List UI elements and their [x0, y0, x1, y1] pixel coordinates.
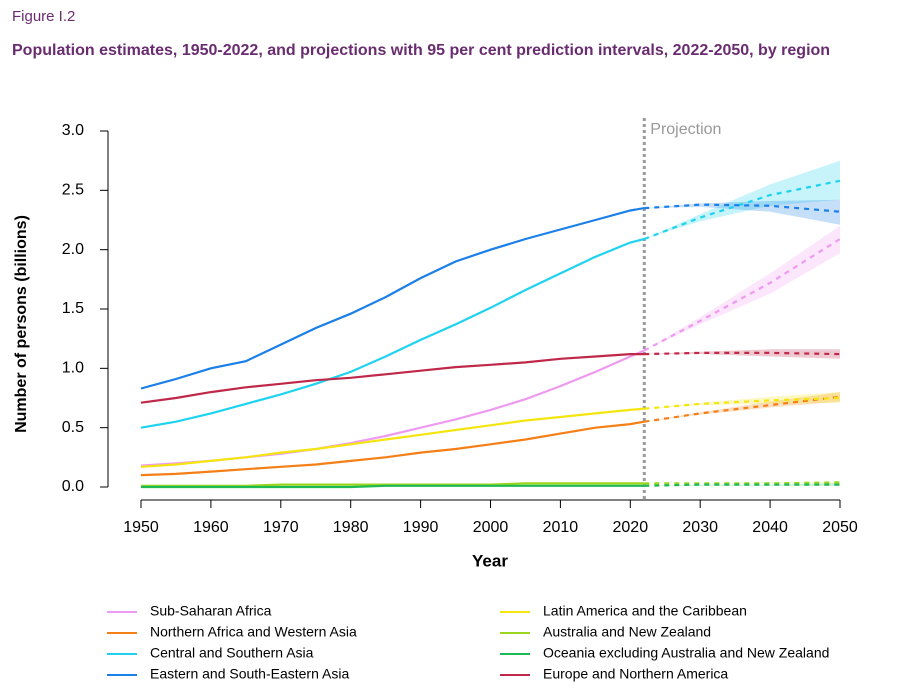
estimate-line: [140, 207, 645, 390]
legend-label: Sub-Saharan Africa: [150, 603, 272, 619]
x-tick-label: 1970: [263, 519, 299, 536]
annotation: Projection: [650, 121, 721, 138]
projection-line: [644, 395, 841, 423]
estimate-line: [140, 407, 645, 468]
estimate-line: [140, 237, 645, 429]
chart-title: Population estimates, 1950-2022, and pro…: [12, 42, 831, 59]
legend-label: Europe and Northern America: [543, 666, 728, 682]
prediction-band: [644, 392, 840, 422]
prediction-band: [644, 482, 840, 484]
prediction-band: [644, 392, 840, 409]
x-axis-label: Year: [472, 551, 508, 570]
estimate-line: [140, 420, 645, 477]
projection-line: [643, 238, 841, 352]
y-tick-label: 3.0: [62, 122, 84, 139]
y-axis-label: Number of persons (billions): [13, 215, 30, 433]
y-tick-label: 0.5: [62, 419, 84, 436]
y-tick-label: 2.0: [62, 241, 84, 258]
x-tick-label: 1980: [333, 519, 369, 536]
prediction-band: [644, 225, 840, 351]
y-tick-label: 1.5: [62, 300, 84, 317]
legend-label: Latin America and the Caribbean: [543, 603, 747, 619]
projection-line: [644, 483, 840, 487]
x-tick-label: 2010: [543, 519, 579, 536]
prediction-band: [644, 349, 840, 359]
y-tick-label: 0.0: [62, 478, 84, 495]
x-tick-label: 1990: [403, 519, 439, 536]
x-tick-label: 1950: [123, 519, 159, 536]
estimate-line: [141, 484, 645, 489]
legend-label: Central and Southern Asia: [150, 645, 314, 661]
legend-label: Australia and New Zealand: [543, 624, 711, 640]
prediction-band: [644, 483, 840, 486]
figure-label: Figure I.2: [12, 8, 76, 25]
legend-label: Eastern and South-Eastern Asia: [150, 666, 349, 682]
estimate-line: [141, 482, 645, 487]
estimate-line: [140, 353, 645, 404]
legend-label: Northern Africa and Western Asia: [150, 624, 357, 640]
x-tick-label: 2020: [613, 519, 649, 536]
x-tick-label: 2040: [752, 519, 788, 536]
x-tick-label: 2000: [473, 519, 509, 536]
prediction-band: [644, 199, 840, 225]
projection-line: [644, 481, 841, 485]
x-tick-label: 2050: [822, 519, 858, 536]
y-tick-label: 1.0: [62, 360, 84, 377]
x-tick-label: 2030: [682, 519, 718, 536]
x-tick-label: 1960: [193, 519, 229, 536]
y-tick-label: 2.5: [62, 182, 84, 199]
legend-label: Oceania excluding Australia and New Zeal…: [543, 645, 829, 661]
projection-line: [644, 351, 841, 356]
projection-line: [644, 203, 841, 213]
projection-line: [644, 396, 841, 410]
